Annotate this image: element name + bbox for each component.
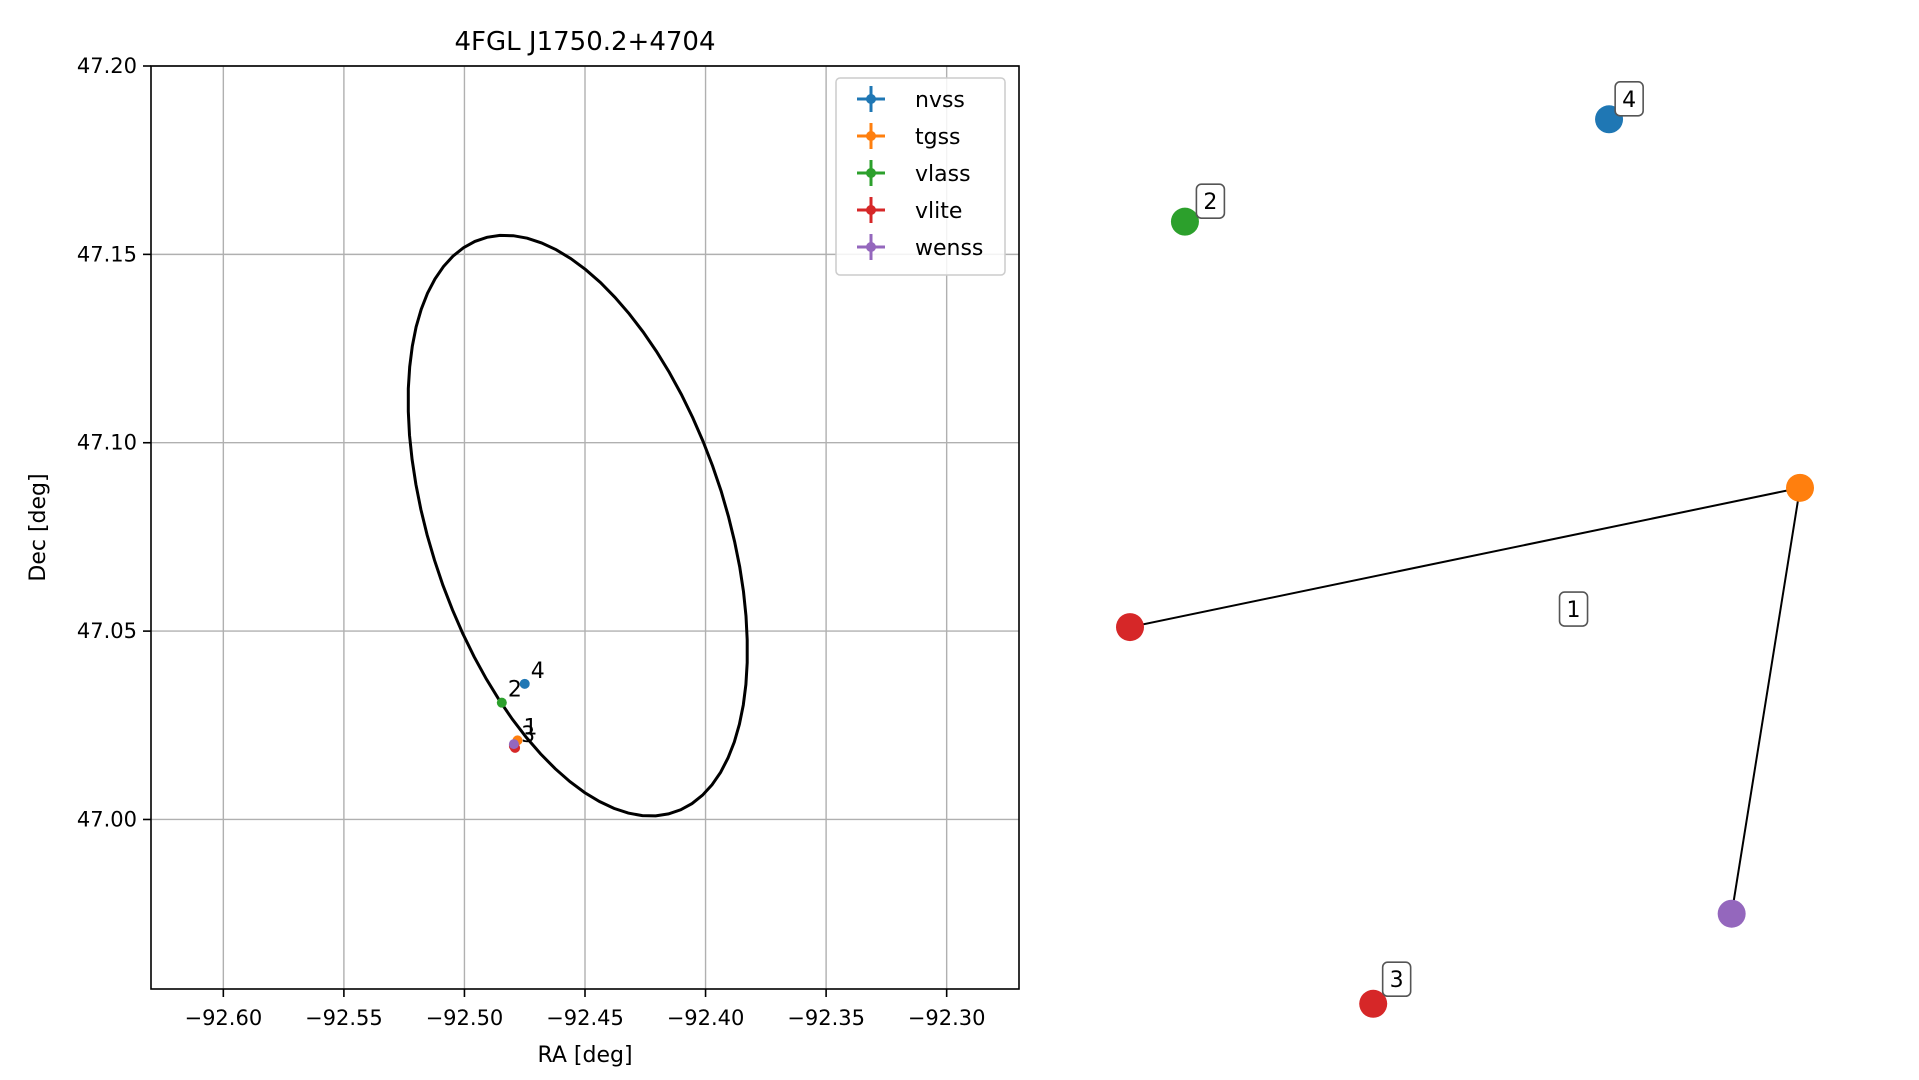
graph-label-3: 3 (1390, 968, 1404, 993)
annotation-layer: 12 3 4 (508, 659, 545, 748)
point-wenss (508, 739, 519, 750)
legend-label-nvss: nvss (915, 88, 965, 113)
edge (1730, 487, 1801, 914)
ticks-layer: −92.60 −92.55 −92.50 −92.45 −92.40 −92.35 −92.… (77, 54, 986, 1030)
x-tick-label: −92.50 (426, 1006, 504, 1030)
points-layer (496, 678, 530, 753)
legend-label-vlite: vlite (915, 199, 962, 224)
node-vlite_b (1359, 989, 1388, 1018)
y-tick-label: 47.00 (77, 807, 137, 831)
point-label-2: 2 (508, 678, 522, 703)
network-graph: 1 2 3 4 (1116, 81, 1814, 1018)
point-label-4: 4 (531, 659, 545, 684)
error-ellipse (406, 233, 749, 818)
legend-marker (866, 131, 876, 141)
point-label-3: 3 (521, 723, 535, 748)
nodes-layer (1116, 105, 1814, 1018)
point-nvss (519, 678, 530, 689)
edge (1129, 486, 1801, 629)
legend-marker (866, 168, 876, 178)
legend-marker (866, 242, 876, 252)
legend-marker (866, 94, 876, 104)
node-tgss (1786, 473, 1814, 502)
graph-label-box (1614, 81, 1644, 117)
point-label-1: 1 (523, 715, 537, 740)
ellipse-layer (406, 233, 749, 818)
node-vlass (1170, 207, 1199, 236)
x-axis-label: RA [deg] (537, 1043, 632, 1068)
legend-box (835, 77, 1006, 276)
x-tick-label: −92.55 (305, 1006, 383, 1030)
legend-label-tgss: tgss (915, 125, 961, 150)
node-wenss (1717, 899, 1746, 928)
legend-label-wenss: wenss (915, 236, 983, 261)
point-vlass (496, 697, 507, 708)
edges-layer (1129, 486, 1801, 914)
graph-label-4: 4 (1622, 88, 1636, 113)
legend-marker (866, 205, 876, 215)
y-tick-label: 47.05 (77, 619, 137, 643)
graph-label-box (1558, 591, 1589, 627)
x-tick-label: −92.30 (908, 1006, 986, 1030)
legend-label-vlass: vlass (915, 162, 971, 187)
chart-title: 4FGL J1750.2+4704 (455, 27, 716, 57)
y-tick-label: 47.10 (77, 431, 137, 455)
y-axis-label: Dec [deg] (26, 473, 51, 581)
graph-label-1: 1 (1567, 598, 1581, 623)
y-tick-label: 47.15 (77, 242, 137, 266)
graph-label-box (1195, 183, 1226, 219)
x-tick-label: −92.60 (184, 1006, 262, 1030)
graph-label-box (1381, 961, 1412, 998)
x-tick-label: −92.35 (787, 1006, 865, 1030)
legend-items: nvss tgss vlass vlite wenss (857, 86, 983, 261)
graph-labels-layer: 1 2 3 4 (1195, 81, 1644, 998)
scatter-plot: 12 3 4 −92.60 −92.55 −92.50 −92.45 −92.40 −92.3… (26, 27, 1020, 1068)
node-vlite_a (1116, 613, 1144, 642)
x-tick-label: −92.45 (546, 1006, 624, 1030)
graph-label-2: 2 (1203, 190, 1217, 215)
x-tick-label: −92.40 (667, 1006, 745, 1030)
legend: nvss tgss vlass vlite wenss (835, 77, 1006, 276)
y-tick-label: 47.20 (77, 54, 137, 78)
